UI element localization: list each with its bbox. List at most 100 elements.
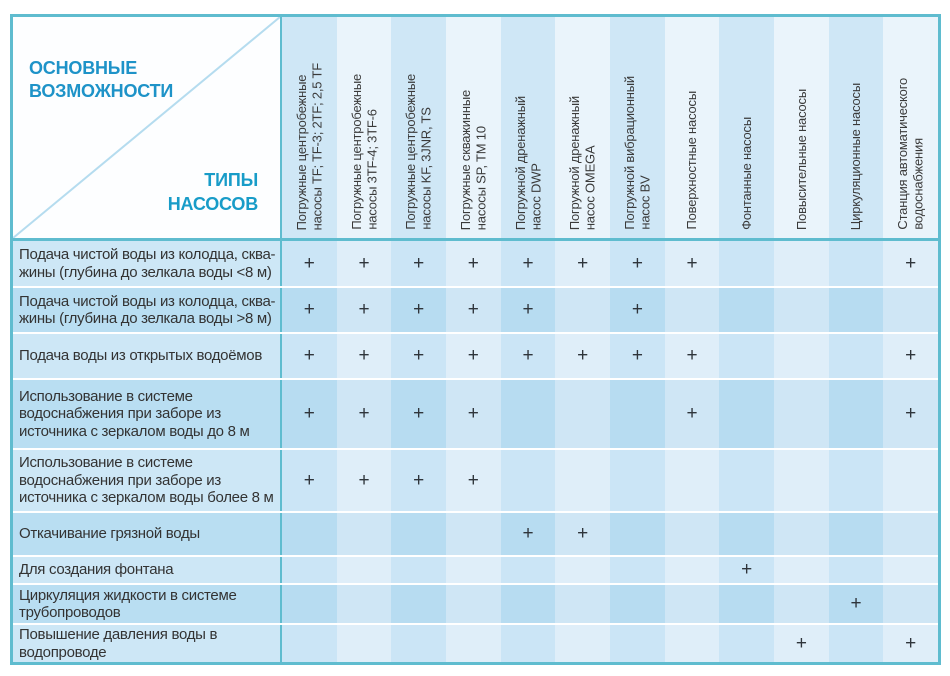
column-header: Погружной дренажный насос DWP xyxy=(500,17,556,238)
column-header-label: Погружные центробежные насосы KF, 3JNR, … xyxy=(403,74,434,230)
feature-cell-marked: + xyxy=(336,380,392,448)
feature-cell-empty xyxy=(719,380,775,448)
capability-label: Подача чистой воды из колодца, сква- жин… xyxy=(13,241,282,286)
column-header: Повысительные насосы xyxy=(774,17,829,238)
feature-cell-empty xyxy=(664,625,720,662)
feature-cell-empty xyxy=(719,625,775,662)
feature-cell-marked: + xyxy=(391,380,447,448)
feature-cell-empty xyxy=(828,380,884,448)
capability-label: Подача чистой воды из колодца, сква- жин… xyxy=(13,288,282,332)
feature-cell-empty xyxy=(555,585,611,623)
feature-cell-marked: + xyxy=(391,334,447,378)
feature-cell-empty xyxy=(883,288,939,332)
feature-cell-empty xyxy=(555,288,611,332)
feature-cell-empty xyxy=(446,585,501,623)
column-header: Поверхностные насосы xyxy=(664,17,720,238)
feature-cell-empty xyxy=(391,625,447,662)
pump-capabilities-table: ОСНОВНЫЕ ВОЗМОЖНОСТИ ТИПЫ НАСОСОВ Погруж… xyxy=(10,14,941,665)
column-header: Погружные скважинные насосы SP, TM 10 xyxy=(446,17,501,238)
feature-cell-marked: + xyxy=(883,241,939,286)
feature-cell-empty xyxy=(610,513,665,555)
feature-cell-empty xyxy=(719,334,775,378)
feature-cell-empty xyxy=(555,380,611,448)
feature-cell-marked: + xyxy=(500,513,556,555)
column-header: Погружной дренажный насос OMEGA xyxy=(555,17,611,238)
feature-cell-empty xyxy=(664,585,720,623)
table-row: Подача воды из открытых водоёмов + + + + + + + +… xyxy=(13,334,939,380)
feature-cell-empty xyxy=(446,557,501,583)
feature-cell-empty xyxy=(828,513,884,555)
feature-cell-marked: + xyxy=(336,288,392,332)
feature-cell-marked: + xyxy=(500,288,556,332)
feature-cell-empty xyxy=(774,585,829,623)
capability-label: Циркуляция жидкости в системе трубопрово… xyxy=(13,585,282,623)
feature-cell-marked: + xyxy=(446,334,501,378)
feature-cell-empty xyxy=(282,625,337,662)
feature-cell-empty xyxy=(446,513,501,555)
table-row: Использование в системе водоснабжения пр… xyxy=(13,380,939,450)
feature-cell-empty xyxy=(774,557,829,583)
table-row: Для создания фонтана + xyxy=(13,557,939,585)
feature-cell-empty xyxy=(610,380,665,448)
feature-cell-marked: + xyxy=(500,241,556,286)
capability-label: Для создания фонтана xyxy=(13,557,282,583)
feature-cell-empty xyxy=(446,625,501,662)
feature-cell-empty xyxy=(500,625,556,662)
feature-cell-empty xyxy=(282,585,337,623)
feature-cell-marked: + xyxy=(610,241,665,286)
feature-cell-empty xyxy=(500,450,556,511)
column-header: Погружные центробежные насосы KF, 3JNR, … xyxy=(391,17,447,238)
feature-cell-empty xyxy=(336,585,392,623)
feature-cell-empty xyxy=(282,513,337,555)
feature-cell-empty xyxy=(883,585,939,623)
feature-cell-marked: + xyxy=(282,334,337,378)
feature-cell-marked: + xyxy=(446,288,501,332)
feature-cell-marked: + xyxy=(282,241,337,286)
feature-cell-empty xyxy=(774,288,829,332)
diagonal-divider xyxy=(13,17,280,238)
feature-cell-marked: + xyxy=(719,557,775,583)
capability-label: Использование в системе водоснабжения пр… xyxy=(13,380,282,448)
column-header: Погружные центробежные насосы 3TF-4; 3TF… xyxy=(336,17,392,238)
feature-cell-marked: + xyxy=(828,585,884,623)
feature-cell-empty xyxy=(500,380,556,448)
feature-cell-marked: + xyxy=(282,380,337,448)
feature-cell-empty xyxy=(500,557,556,583)
capability-label: Использование в системе водоснабжения пр… xyxy=(13,450,282,511)
feature-cell-empty xyxy=(883,513,939,555)
feature-cell-empty xyxy=(664,288,720,332)
feature-cell-marked: + xyxy=(883,380,939,448)
feature-cell-marked: + xyxy=(336,334,392,378)
feature-cell-marked: + xyxy=(555,513,611,555)
feature-cell-empty xyxy=(555,557,611,583)
feature-cell-empty xyxy=(555,450,611,511)
feature-cell-marked: + xyxy=(555,241,611,286)
feature-cell-empty xyxy=(774,334,829,378)
feature-cell-marked: + xyxy=(391,450,447,511)
feature-cell-marked: + xyxy=(883,334,939,378)
feature-cell-marked: + xyxy=(336,450,392,511)
feature-cell-empty xyxy=(828,557,884,583)
feature-cell-empty xyxy=(828,334,884,378)
feature-cell-marked: + xyxy=(664,334,720,378)
feature-cell-marked: + xyxy=(664,241,720,286)
table-row: Подача чистой воды из колодца, сква- жин… xyxy=(13,241,939,288)
feature-cell-empty xyxy=(828,450,884,511)
feature-cell-marked: + xyxy=(500,334,556,378)
feature-cell-empty xyxy=(828,625,884,662)
capability-label: Откачивание грязной воды xyxy=(13,513,282,555)
table-row: Откачивание грязной воды + + xyxy=(13,513,939,557)
feature-cell-empty xyxy=(883,450,939,511)
feature-cell-empty xyxy=(610,557,665,583)
column-header: Погружной вибрационный насос BV xyxy=(610,17,665,238)
column-header: Станция автоматического водоснабжения xyxy=(883,17,939,238)
feature-cell-empty xyxy=(719,241,775,286)
capability-label: Повышение давления воды в водопроводе xyxy=(13,625,282,662)
column-header-label: Поверхностные насосы xyxy=(684,91,700,230)
table-row: Использование в системе водоснабжения пр… xyxy=(13,450,939,513)
feature-cell-empty xyxy=(774,380,829,448)
feature-cell-empty xyxy=(664,450,720,511)
column-header-label: Погружной вибрационный насос BV xyxy=(622,76,653,230)
feature-cell-empty xyxy=(774,241,829,286)
